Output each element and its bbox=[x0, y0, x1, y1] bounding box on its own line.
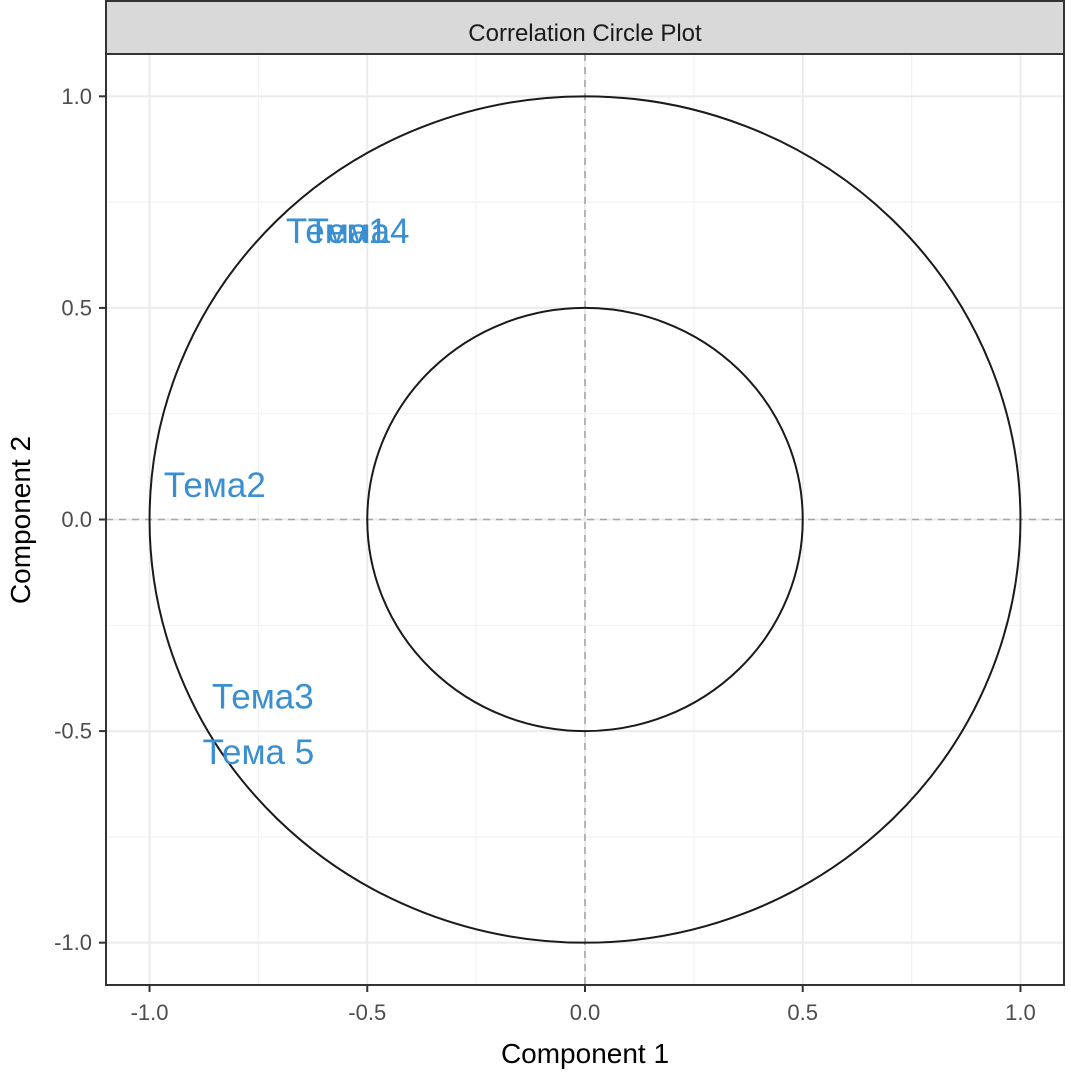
x-tick-label: 0.5 bbox=[787, 1000, 818, 1025]
y-tick-label: -0.5 bbox=[54, 719, 92, 744]
outer-circle bbox=[148, 95, 1022, 944]
x-axis-title: Component 1 bbox=[501, 1038, 669, 1069]
variable-label: Тема1 bbox=[286, 212, 388, 251]
y-tick-label: 1.0 bbox=[61, 84, 92, 109]
x-tick-label: -1.0 bbox=[131, 1000, 169, 1025]
variable-label: Тема4 bbox=[308, 212, 410, 251]
y-axis-ticks: -1.0 -0.5 0.0 0.5 1.0 bbox=[54, 84, 106, 955]
x-tick-label: 1.0 bbox=[1005, 1000, 1036, 1025]
x-tick-label: 0.0 bbox=[570, 1000, 601, 1025]
correlation-circles bbox=[148, 95, 1022, 944]
facet-strip-title: Correlation Circle Plot bbox=[468, 20, 702, 47]
y-axis-title: Component 2 bbox=[5, 436, 36, 604]
reference-lines bbox=[106, 54, 1064, 985]
inner-circle bbox=[366, 306, 804, 733]
variable-label: Тема 5 bbox=[203, 733, 315, 772]
y-tick-label: 0.0 bbox=[61, 507, 92, 532]
facet-strip bbox=[105, 0, 1065, 55]
x-axis-ticks: -1.0 -0.5 0.0 0.5 1.0 bbox=[131, 985, 1036, 1025]
y-tick-label: -1.0 bbox=[54, 930, 92, 955]
variable-label: Тема3 bbox=[212, 678, 314, 717]
x-tick-label: -0.5 bbox=[348, 1000, 386, 1025]
y-tick-label: 0.5 bbox=[61, 295, 92, 320]
variable-label: Тема2 bbox=[164, 466, 266, 505]
